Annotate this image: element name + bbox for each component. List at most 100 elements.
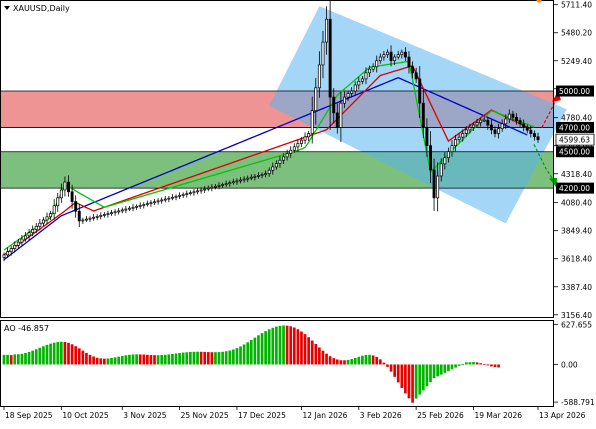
candle-body — [34, 225, 38, 230]
candle — [256, 172, 260, 179]
candle — [518, 117, 522, 127]
candle — [310, 96, 314, 144]
candle — [457, 133, 461, 143]
candle-body — [532, 133, 536, 138]
candle — [364, 67, 368, 85]
candle — [153, 198, 156, 206]
ao-bar — [436, 364, 439, 377]
candle — [81, 217, 85, 224]
candle — [199, 187, 203, 194]
time-tick-label: 3 Nov 2025 — [123, 411, 166, 420]
candle — [70, 184, 74, 209]
candle — [156, 198, 160, 205]
candle-body — [110, 212, 113, 215]
candle-body — [285, 153, 289, 158]
ao-bar — [296, 329, 300, 365]
ao-bar — [382, 362, 386, 365]
price-tick-label: 3387.40 — [561, 283, 592, 292]
candle-body — [500, 123, 504, 130]
ao-bar — [242, 344, 246, 365]
ao-bar — [49, 343, 52, 365]
ao-bar — [267, 329, 271, 365]
candle — [357, 76, 361, 90]
candle-body — [371, 66, 375, 70]
candle — [77, 203, 81, 228]
candle-body — [289, 149, 293, 154]
candle — [346, 90, 350, 101]
candle — [92, 214, 96, 221]
candle — [163, 196, 167, 203]
time-tick-label: 12 Jan 2026 — [302, 411, 347, 420]
candle-body — [45, 216, 49, 221]
candle — [446, 147, 450, 163]
ao-bar — [217, 352, 221, 365]
candle-body — [145, 203, 149, 205]
candle-body — [178, 195, 182, 197]
candle — [432, 158, 436, 211]
price-tick-label: 4549.60 — [561, 142, 592, 151]
candle — [264, 170, 268, 178]
candle — [167, 195, 171, 203]
candle — [142, 202, 146, 209]
candle-body — [16, 241, 20, 246]
ao-bar — [171, 353, 174, 365]
candle-body — [400, 51, 404, 55]
ao-bar — [303, 334, 307, 365]
ao-bar — [364, 354, 368, 365]
level-lines — [0, 90, 554, 189]
candle-body — [536, 136, 540, 140]
ao-bar — [468, 362, 472, 365]
ao-bar — [335, 359, 339, 365]
ao-bar — [113, 357, 117, 365]
candle — [106, 210, 110, 218]
candle-body — [450, 145, 454, 153]
candle — [375, 55, 379, 73]
candle-body — [92, 216, 96, 219]
candle — [124, 206, 128, 214]
candle-body — [439, 163, 443, 177]
candle-body — [199, 189, 203, 192]
level-tag-3: 4500.00 — [559, 148, 590, 157]
candle-body — [24, 235, 27, 240]
price-tick-label: 3618.40 — [561, 255, 592, 264]
ao-bar — [163, 354, 167, 365]
candle — [224, 180, 228, 187]
candle-body — [131, 206, 135, 209]
ao-bar — [378, 359, 382, 365]
triangle-down-icon[interactable] — [4, 6, 10, 10]
candle-body — [217, 185, 221, 187]
candle — [45, 212, 49, 225]
candle-body — [185, 193, 189, 195]
ao-bar — [450, 364, 454, 370]
candle — [84, 215, 88, 222]
candle-body — [49, 213, 53, 218]
ao-bar — [214, 352, 217, 365]
candle-body — [206, 187, 210, 190]
price-tick-label: 5249.40 — [561, 57, 592, 66]
candle — [2, 252, 6, 262]
candle — [317, 51, 321, 98]
candle — [110, 209, 113, 216]
candle-body — [317, 64, 321, 89]
ao-bar — [439, 364, 443, 375]
ao-bar — [221, 351, 224, 365]
time-tick-label: 10 Oct 2025 — [62, 411, 109, 420]
candle — [6, 247, 10, 258]
candle — [120, 207, 124, 214]
candle-body — [99, 215, 103, 217]
ao-bar — [95, 357, 99, 365]
ao-bar — [34, 349, 38, 365]
candle — [56, 192, 60, 212]
candle-body — [196, 190, 199, 193]
candle-body — [38, 222, 42, 227]
candle — [414, 67, 418, 83]
candle — [360, 76, 364, 85]
ao-bar — [174, 353, 178, 365]
level-tag-4-box — [556, 182, 594, 194]
ao-bar — [371, 355, 375, 365]
candle-body — [52, 205, 56, 214]
candle-body — [41, 219, 45, 224]
candle-body — [113, 211, 117, 214]
candle-body — [88, 217, 92, 220]
